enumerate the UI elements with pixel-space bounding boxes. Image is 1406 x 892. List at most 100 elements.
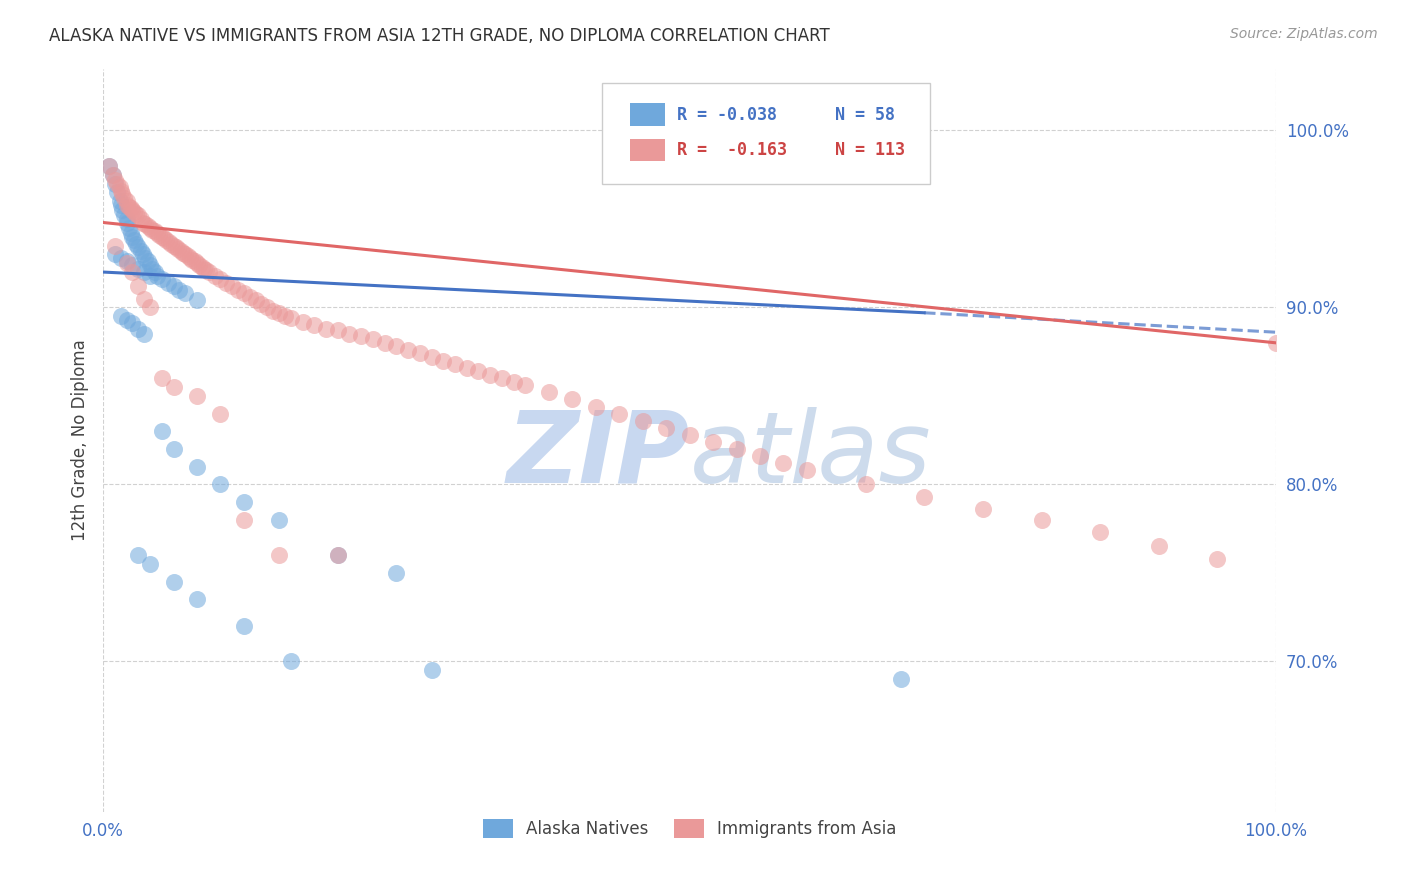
Point [280,655,302,669]
Point [121,317,143,331]
Point [183,254,205,268]
Point [186,459,208,474]
Point [972,502,994,516]
Point [104,177,127,191]
Point [115,194,138,209]
Point [326,548,349,562]
Point [134,326,156,341]
Point [385,566,408,580]
Point [186,256,208,270]
Point [226,283,249,297]
Point [267,548,290,562]
Point [749,449,772,463]
Point [121,229,143,244]
Point [585,400,607,414]
Point [121,265,143,279]
Point [115,254,138,268]
Point [209,407,232,421]
Point [190,260,212,274]
Point [111,203,134,218]
Point [127,240,149,254]
Point [607,407,630,421]
Point [232,513,254,527]
Point [515,378,537,392]
Text: ZIP: ZIP [506,407,689,504]
Point [146,226,169,240]
Point [193,261,215,276]
Point [350,328,373,343]
Point [176,249,198,263]
Point [361,332,384,346]
Point [537,385,560,400]
Point [134,265,156,279]
Point [169,283,191,297]
Point [467,364,489,378]
Point [702,434,724,449]
Point [156,276,179,290]
Point [105,177,128,191]
Point [104,247,127,261]
Point [204,268,226,283]
Point [139,220,162,235]
Text: Source: ZipAtlas.com: Source: ZipAtlas.com [1230,27,1378,41]
Point [110,184,132,198]
Point [108,194,131,209]
Point [631,414,654,428]
Point [280,311,302,326]
Legend: Alaska Natives, Immigrants from Asia: Alaska Natives, Immigrants from Asia [477,812,903,845]
Point [232,619,254,633]
Point [122,205,145,219]
Point [186,389,208,403]
Point [143,265,166,279]
Point [678,428,700,442]
Point [101,168,124,182]
Point [136,254,159,268]
Point [146,268,169,283]
Point [162,380,184,394]
Point [125,207,148,221]
Point [150,425,173,439]
Point [143,224,166,238]
Point [110,198,132,212]
Point [115,313,138,327]
Point [326,548,349,562]
Point [1206,551,1229,566]
Point [385,339,408,353]
Point [772,456,794,470]
Point [796,463,818,477]
Point [132,247,155,261]
Point [111,187,134,202]
Point [127,321,149,335]
Point [104,173,127,187]
Point [232,495,254,509]
Point [110,251,132,265]
Point [655,421,678,435]
Point [181,252,204,267]
Point [110,310,132,324]
Point [256,301,278,315]
Point [245,293,267,308]
Point [315,321,337,335]
Point [129,211,152,226]
Point [491,371,513,385]
Point [396,343,419,357]
Point [150,272,173,286]
Point [172,245,194,260]
Point [502,375,524,389]
Point [167,242,190,256]
Point [274,310,297,324]
Point [162,279,184,293]
Point [125,236,148,251]
Point [112,191,135,205]
Point [120,226,142,240]
Point [179,251,201,265]
Y-axis label: 12th Grade, No Diploma: 12th Grade, No Diploma [72,339,89,541]
Text: R = -0.038: R = -0.038 [676,105,776,124]
Point [444,357,467,371]
Point [890,672,912,686]
Point [432,353,454,368]
Point [122,233,145,247]
Point [120,202,142,216]
Text: atlas: atlas [689,407,931,504]
Point [141,222,163,236]
